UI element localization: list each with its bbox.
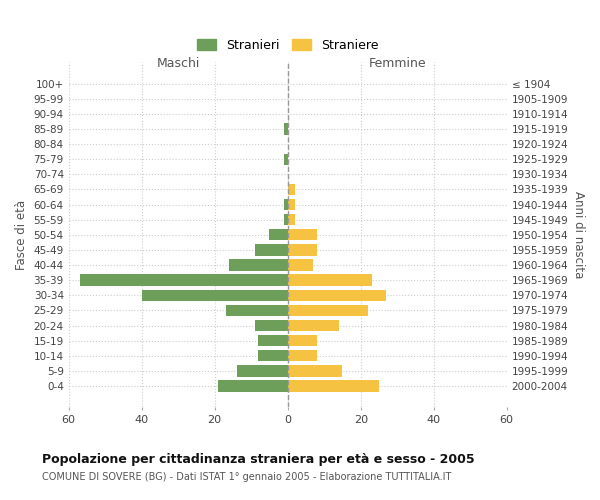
Bar [255,244,287,256]
Bar [287,380,379,392]
Bar [226,304,287,316]
Bar [259,335,287,346]
Bar [287,350,317,362]
Y-axis label: Anni di nascita: Anni di nascita [572,191,585,278]
Y-axis label: Fasce di età: Fasce di età [15,200,28,270]
Bar [287,274,371,286]
Text: COMUNE DI SOVERE (BG) - Dati ISTAT 1° gennaio 2005 - Elaborazione TUTTITALIA.IT: COMUNE DI SOVERE (BG) - Dati ISTAT 1° ge… [42,472,451,482]
Bar [284,214,287,226]
Bar [287,320,339,331]
Bar [287,335,317,346]
Bar [287,365,343,376]
Bar [287,214,295,226]
Bar [287,229,317,240]
Bar [236,365,287,376]
Bar [229,260,287,270]
Text: Popolazione per cittadinanza straniera per età e sesso - 2005: Popolazione per cittadinanza straniera p… [42,452,475,466]
Bar [142,290,287,301]
Bar [287,290,386,301]
Text: Femmine: Femmine [368,57,426,70]
Bar [259,350,287,362]
Bar [269,229,287,240]
Bar [284,124,287,134]
Bar [287,304,368,316]
Bar [284,199,287,210]
Text: Maschi: Maschi [157,57,200,70]
Bar [255,320,287,331]
Bar [287,199,295,210]
Bar [287,260,313,270]
Bar [287,184,295,195]
Bar [284,154,287,165]
Bar [218,380,287,392]
Bar [80,274,287,286]
Legend: Stranieri, Straniere: Stranieri, Straniere [192,34,383,57]
Bar [287,244,317,256]
